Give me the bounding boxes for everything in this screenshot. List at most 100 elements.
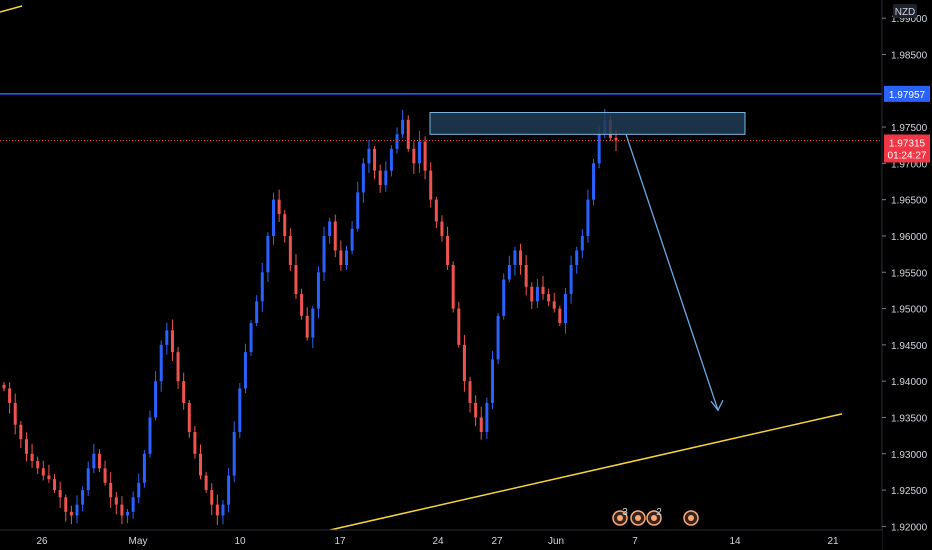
candle-body (417, 141, 421, 164)
x-tick-label: 24 (432, 536, 444, 547)
candle-body (300, 294, 304, 316)
candle-body (238, 388, 242, 432)
candle-body (137, 482, 141, 498)
candle-body (563, 294, 567, 324)
event-count: 2 (656, 507, 662, 518)
y-tick-label: 1.94500 (891, 341, 928, 352)
ascending-trendline[interactable] (329, 413, 843, 531)
candle-body (182, 381, 186, 403)
candle-body (496, 315, 500, 360)
x-tick-label: 27 (491, 536, 503, 547)
x-tick-label: 17 (334, 536, 346, 547)
candle-body (120, 504, 124, 516)
candle-body (8, 388, 12, 403)
candle-body (412, 148, 416, 164)
candle-body (2, 384, 6, 389)
candle-body (159, 344, 163, 382)
candle-body (53, 479, 57, 491)
candle-body (468, 381, 472, 403)
candle-body (215, 504, 219, 516)
candle-body (294, 265, 298, 295)
candle-body (530, 286, 534, 302)
candle-body (429, 170, 433, 200)
candle-body (389, 148, 393, 171)
currency-badge[interactable] (893, 4, 917, 18)
candle-body (344, 250, 348, 265)
candle-body (131, 497, 135, 512)
candle-body (547, 294, 551, 302)
currency-label: NZD (895, 7, 916, 18)
candle-body (322, 235, 326, 273)
projection-arrow[interactable] (625, 134, 719, 411)
candle-body (541, 286, 545, 295)
candle-body (328, 221, 332, 236)
candle-body (47, 475, 51, 480)
y-tick-label: 1.94000 (891, 377, 928, 388)
candle-body (19, 424, 23, 440)
x-tick-label: 7 (632, 536, 638, 547)
x-tick-label: 14 (729, 536, 741, 547)
candle-body (86, 468, 90, 491)
candle-body (109, 482, 113, 498)
candle-body (462, 344, 466, 382)
candle-body (457, 308, 461, 345)
candle-body (350, 228, 354, 251)
candle-body (154, 381, 158, 418)
candle-body (210, 490, 214, 505)
candle-body (272, 199, 276, 236)
candle-body (507, 265, 511, 280)
candle-body (305, 315, 309, 338)
supply-zone[interactable] (429, 112, 746, 135)
candle-body (440, 221, 444, 236)
candle-body (187, 402, 191, 432)
candle-body (277, 199, 281, 215)
candle-body (288, 235, 292, 265)
candle-body (227, 475, 231, 505)
candle-body (58, 490, 62, 498)
event-icon-dot (651, 515, 657, 521)
trendline-fragment[interactable] (0, 5, 23, 13)
event-icon-dot (617, 515, 623, 521)
candle-body (580, 235, 584, 251)
candle-body (569, 265, 573, 295)
y-tick-label: 1.96000 (891, 232, 928, 243)
candle-body (519, 250, 523, 265)
candle-body (552, 301, 556, 309)
candle-body (401, 119, 405, 135)
candle-body (575, 250, 579, 265)
x-tick-label: 10 (234, 536, 246, 547)
candle-body (81, 490, 85, 505)
candle-body (249, 323, 253, 353)
candle-body (165, 330, 169, 345)
candle-body (356, 192, 360, 229)
bar-countdown-label: 01:24:27 (888, 150, 927, 161)
y-tick-label: 1.97000 (891, 159, 928, 170)
candle-body (614, 137, 618, 141)
candle-body (69, 511, 73, 516)
candle-body (423, 141, 427, 171)
y-tick-label: 1.95000 (891, 305, 928, 316)
candle-body (479, 417, 483, 432)
resistance-price-label: 1.97957 (889, 90, 926, 101)
time-axis[interactable] (0, 530, 882, 550)
candle-body (30, 453, 34, 462)
candle-body (316, 272, 320, 309)
arrow-head-icon (710, 399, 724, 412)
resistance-price-badge (884, 85, 930, 102)
y-tick-label: 1.97500 (891, 123, 928, 134)
x-tick-label: 26 (36, 536, 48, 547)
candle-body (490, 359, 494, 403)
candle-body (283, 214, 287, 236)
candle-body (260, 272, 264, 302)
candle-body (558, 308, 562, 324)
y-tick-label: 1.96500 (891, 196, 928, 207)
candle-body (126, 511, 130, 516)
y-tick-label: 1.99000 (891, 14, 928, 25)
candle-body (176, 352, 180, 382)
candle-body (92, 453, 96, 469)
candle-body (24, 439, 28, 454)
candle-body (395, 134, 399, 149)
candle-body (502, 279, 506, 316)
y-tick-label: 1.95500 (891, 268, 928, 279)
